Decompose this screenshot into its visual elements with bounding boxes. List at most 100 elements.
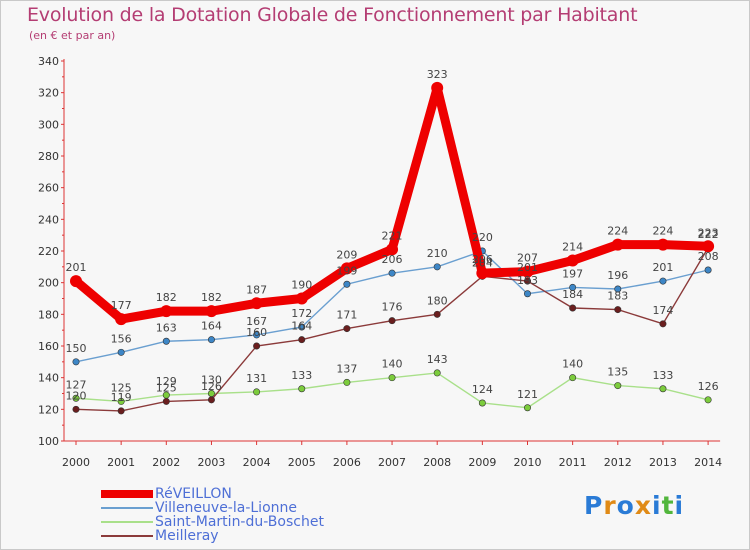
- data-label: 196: [607, 269, 628, 282]
- data-point: [72, 394, 80, 402]
- data-point: [207, 396, 215, 404]
- data-label: 167: [246, 315, 267, 328]
- data-label: 221: [382, 229, 403, 242]
- data-point: [343, 325, 351, 333]
- data-point: [343, 280, 351, 288]
- legend-swatch: [101, 490, 153, 498]
- data-point: [521, 265, 534, 278]
- data-label: 224: [652, 225, 673, 238]
- data-point: [117, 348, 125, 356]
- data-label: 214: [562, 241, 583, 254]
- data-point: [160, 305, 173, 318]
- x-tick-label: 2011: [559, 456, 587, 469]
- data-label: 171: [336, 309, 357, 322]
- y-tick-label: 280: [38, 150, 59, 163]
- data-point: [295, 292, 308, 305]
- data-label: 133: [291, 369, 312, 382]
- data-label: 210: [427, 247, 448, 260]
- data-point: [253, 342, 261, 350]
- data-point: [659, 277, 667, 285]
- data-point: [250, 297, 263, 310]
- x-tick-label: 2001: [107, 456, 135, 469]
- data-label: 137: [336, 362, 357, 375]
- data-point: [298, 323, 306, 331]
- data-label: 172: [291, 307, 312, 320]
- data-point: [117, 407, 125, 415]
- data-label: 187: [246, 283, 267, 296]
- y-tick-label: 180: [38, 308, 59, 321]
- data-label: 124: [472, 383, 493, 396]
- data-point: [659, 320, 667, 328]
- data-label: 140: [562, 358, 583, 371]
- data-point: [343, 378, 351, 386]
- data-point: [162, 337, 170, 345]
- data-label: 197: [562, 267, 583, 280]
- data-point: [659, 385, 667, 393]
- data-point: [386, 243, 399, 256]
- proxiti-logo: Proxiti: [584, 491, 685, 520]
- y-tick-label: 340: [38, 55, 59, 68]
- data-label: 129: [156, 375, 177, 388]
- data-point: [523, 290, 531, 298]
- data-point: [253, 388, 261, 396]
- y-tick-label: 160: [38, 340, 59, 353]
- data-label: 130: [201, 374, 222, 387]
- data-label: 180: [427, 294, 448, 307]
- data-point: [388, 317, 396, 325]
- chart-subtitle: (en € et par an): [29, 29, 116, 42]
- data-point: [523, 277, 531, 285]
- data-label: 183: [607, 290, 628, 303]
- data-point: [569, 304, 577, 312]
- data-point: [433, 369, 441, 377]
- line-chart: 100 120 140 160 180 200 220 240 260 280 300 320 340 2…: [38, 55, 722, 469]
- data-label: 164: [201, 320, 222, 333]
- data-label: 206: [472, 253, 493, 266]
- data-label: 209: [336, 248, 357, 261]
- data-point: [431, 81, 444, 94]
- data-label: 207: [517, 252, 538, 265]
- data-label: 131: [246, 372, 267, 385]
- data-label: 143: [427, 353, 448, 366]
- data-label: 174: [652, 304, 673, 317]
- x-tick-label: 2010: [514, 456, 542, 469]
- data-label: 119: [111, 391, 132, 404]
- data-point: [702, 240, 715, 253]
- y-tick-label: 320: [38, 87, 59, 100]
- data-point: [72, 358, 80, 366]
- y-tick-label: 120: [38, 403, 59, 416]
- series-line-0: [71, 83, 713, 324]
- y-tick-label: 240: [38, 213, 59, 226]
- data-label: 125: [156, 381, 177, 394]
- data-label: 125: [111, 381, 132, 394]
- data-label: 201: [652, 261, 673, 274]
- x-tick-label: 2007: [378, 456, 406, 469]
- data-label: 121: [517, 388, 538, 401]
- data-point: [433, 310, 441, 318]
- data-point: [569, 283, 577, 291]
- data-point: [117, 397, 125, 405]
- data-point: [656, 238, 669, 251]
- data-label: 133: [652, 369, 673, 382]
- data-label: 204: [472, 256, 493, 269]
- data-label: 206: [382, 253, 403, 266]
- data-point: [569, 374, 577, 382]
- data-label: 220: [472, 231, 493, 244]
- data-label: 193: [517, 274, 538, 287]
- data-label: 150: [66, 342, 87, 355]
- y-tick-label: 260: [38, 182, 59, 195]
- data-point: [253, 331, 261, 339]
- data-label: 208: [698, 250, 719, 263]
- y-tick-label: 100: [38, 435, 59, 448]
- x-tick-label: 2009: [468, 456, 496, 469]
- data-point: [340, 262, 353, 275]
- data-point: [298, 385, 306, 393]
- data-point: [476, 267, 489, 280]
- data-label: 127: [66, 378, 87, 391]
- data-label: 126: [201, 380, 222, 393]
- y-tick-label: 140: [38, 372, 59, 385]
- data-point: [298, 336, 306, 344]
- y-tick-label: 220: [38, 245, 59, 258]
- data-label: 160: [246, 326, 267, 339]
- data-label: 164: [291, 320, 312, 333]
